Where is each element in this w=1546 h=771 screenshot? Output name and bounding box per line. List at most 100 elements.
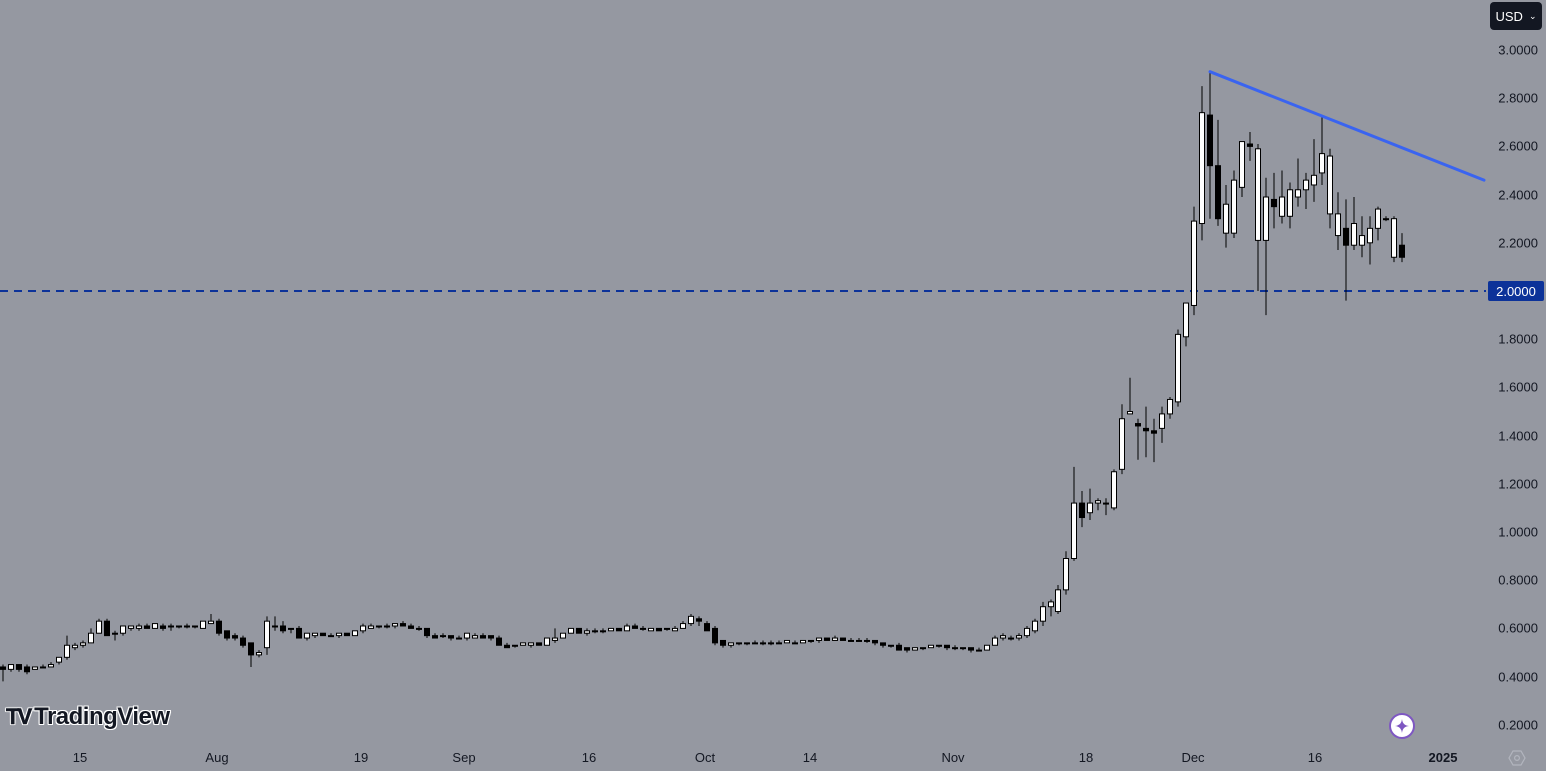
price-tick-label: 1.2000 (1498, 476, 1538, 492)
candle (168, 623, 174, 631)
time-tick-label: 15 (72, 750, 88, 765)
candle (240, 635, 246, 648)
candle (280, 621, 286, 634)
candle (568, 627, 574, 634)
candle (1199, 86, 1205, 241)
price-tick-label: 0.8000 (1498, 572, 1538, 588)
trend-line[interactable] (1208, 70, 1486, 182)
candle (416, 625, 422, 631)
candles (0, 71, 1405, 682)
candle (1191, 206, 1197, 316)
candle (224, 630, 230, 641)
price-tick-label: 2.4000 (1498, 187, 1538, 203)
candle (776, 640, 782, 645)
candle (840, 637, 846, 641)
currency-label: USD (1495, 8, 1523, 24)
candle (760, 640, 766, 646)
candle (1263, 177, 1269, 316)
candle (64, 635, 70, 660)
time-tick-label: Oct (694, 750, 716, 765)
candle (1087, 488, 1093, 520)
time-tick-label: 16 (581, 750, 597, 765)
currency-selector-button[interactable]: USD ⌄ (1490, 2, 1542, 30)
candle (904, 647, 910, 653)
sparkle-icon (1395, 719, 1409, 733)
candle (896, 642, 902, 651)
candle (336, 632, 342, 639)
candle (1016, 633, 1022, 641)
price-tick-label: 1.8000 (1498, 331, 1538, 347)
candle (968, 647, 974, 653)
price-tick-label: 3.0000 (1498, 42, 1538, 58)
candle (1063, 551, 1069, 595)
candle (344, 632, 350, 637)
candle (1000, 633, 1006, 641)
candle (368, 623, 374, 629)
candle (176, 625, 182, 629)
candle (72, 642, 78, 651)
candle (128, 625, 134, 631)
candle (648, 627, 654, 632)
candle (624, 623, 630, 632)
candle (632, 623, 638, 629)
candle (984, 644, 990, 651)
candle (152, 623, 158, 629)
chart-settings-button[interactable] (1508, 750, 1526, 766)
candle (208, 613, 214, 625)
tradingview-logo[interactable]: TV TradingView (6, 703, 170, 731)
candle (520, 642, 526, 646)
time-axis[interactable]: 15 Aug 19 Sep 16 Oct 14 Nov 18 Dec 16 2025 (0, 745, 1486, 768)
candle (1287, 182, 1293, 229)
candle (616, 627, 622, 632)
candle (1239, 141, 1245, 198)
candle (80, 640, 86, 648)
candle (216, 618, 222, 636)
candle (1127, 377, 1133, 415)
candle (88, 628, 94, 644)
candle (1175, 329, 1181, 407)
candle (504, 642, 510, 649)
candle (824, 637, 830, 641)
candle (808, 639, 814, 643)
candle (552, 628, 558, 643)
candle (320, 632, 326, 637)
candle (16, 664, 22, 672)
candle (816, 637, 822, 643)
candle (112, 630, 118, 641)
candle (496, 635, 502, 646)
candle (1071, 466, 1077, 561)
candle (104, 618, 110, 637)
candlestick-chart[interactable] (0, 0, 1486, 745)
candle (880, 642, 886, 648)
candle (264, 616, 270, 655)
candle (352, 630, 358, 637)
time-tick-label: 14 (802, 750, 818, 765)
chevron-down-icon: ⌄ (1528, 10, 1537, 21)
candle (1231, 170, 1237, 238)
price-tick-label: 2.2000 (1498, 235, 1538, 251)
price-axis[interactable]: USD ⌄ 3.0000 2.8000 2.6000 2.4000 2.2000 2.00… (1486, 0, 1546, 768)
candle (32, 666, 38, 670)
candle (832, 635, 838, 641)
chart-pane[interactable]: TV TradingView (0, 0, 1486, 745)
candle (480, 633, 486, 639)
candle (560, 632, 566, 639)
candle (960, 647, 966, 651)
candle (576, 627, 582, 634)
candle (800, 639, 806, 644)
candle (488, 635, 494, 641)
price-tick-label: 0.2000 (1498, 717, 1538, 733)
time-tick-label: Sep (452, 750, 476, 765)
candle (304, 632, 310, 641)
candle (248, 642, 254, 667)
candle (312, 632, 318, 639)
candle (680, 621, 686, 629)
candle (672, 625, 678, 632)
candle (1255, 143, 1261, 291)
sparkle-assistant-button[interactable] (1389, 713, 1415, 739)
candle (408, 623, 414, 629)
price-tick-label: 1.0000 (1498, 524, 1538, 540)
time-tick-label: Nov (941, 750, 965, 765)
candle (200, 620, 206, 629)
tradingview-wordmark: TradingView (34, 703, 170, 730)
